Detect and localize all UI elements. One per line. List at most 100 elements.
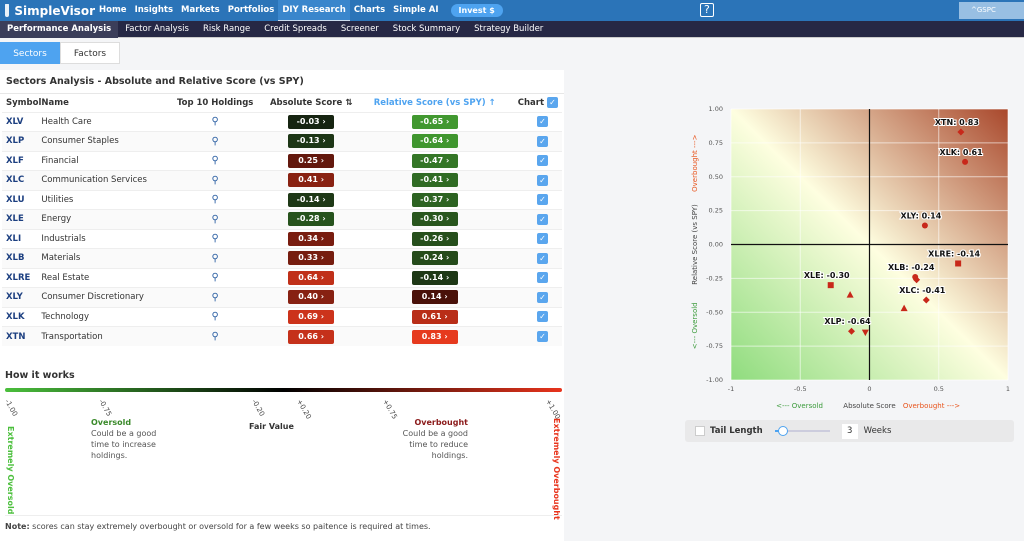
chart-checkbox[interactable]: ✓ — [537, 331, 548, 342]
col-chart[interactable]: Chart ✓ — [508, 94, 562, 112]
chart-checkbox[interactable]: ✓ — [537, 311, 548, 323]
absolute-score-badge[interactable]: 0.66 › — [288, 329, 335, 344]
symbol-link[interactable]: XLU — [2, 189, 42, 210]
logo[interactable]: SimpleVisor — [0, 4, 95, 18]
symbol-link[interactable]: XLV — [2, 111, 42, 132]
absolute-score-badge[interactable]: 0.69 › — [288, 309, 335, 324]
subnav-stock-summary[interactable]: Stock Summary — [392, 23, 461, 34]
holdings-hierarchy-icon[interactable]: ⚲ — [168, 267, 262, 288]
holdings-hierarchy-icon[interactable]: ⚲ — [168, 131, 262, 151]
relative-score-badge[interactable]: -0.26 › — [411, 231, 458, 246]
weeks-label: Weeks — [863, 426, 892, 436]
symbol-link[interactable]: XLE — [2, 209, 42, 229]
col-symbol[interactable]: Symbol — [6, 97, 42, 108]
absolute-score-badge[interactable]: -0.03 › — [288, 114, 335, 129]
sort-icon[interactable]: ⇅ — [345, 97, 353, 108]
absolute-score-badge[interactable]: 0.64 › — [288, 270, 335, 285]
col-absolute-score[interactable]: Absolute Score ⇅ — [269, 97, 353, 108]
symbol-link[interactable]: XLF — [2, 150, 42, 171]
symbol-link[interactable]: XLK — [2, 306, 42, 327]
chart-checkbox[interactable]: ✓ — [537, 272, 548, 284]
absolute-score-badge[interactable]: 0.34 › — [288, 231, 335, 246]
y-axis-label: Relative Score (vs SPY) — [691, 204, 699, 285]
holdings-hierarchy-icon[interactable]: ⚲ — [168, 326, 262, 346]
absolute-score-badge[interactable]: -0.13 › — [288, 134, 335, 149]
nav-home[interactable]: Home — [99, 5, 127, 15]
relative-score-badge[interactable]: -0.65 › — [411, 114, 458, 129]
chevron-circle-icon: › — [445, 136, 450, 146]
chart-checkbox[interactable]: ✓ — [537, 116, 548, 128]
relative-score-badge[interactable]: 0.61 › — [411, 309, 458, 324]
relative-score-badge[interactable]: 0.83 › — [411, 329, 458, 344]
chevron-circle-icon: › — [320, 272, 325, 282]
relative-score-badge[interactable]: -0.24 › — [411, 251, 458, 266]
absolute-score-badge[interactable]: 0.33 › — [288, 251, 335, 266]
symbol-link[interactable]: XLY — [2, 287, 42, 307]
relative-score-badge[interactable]: -0.41 › — [411, 173, 458, 188]
chart-checkbox[interactable]: ✓ — [537, 155, 548, 167]
symbol-link[interactable]: XLRE — [2, 267, 42, 288]
symbol-link[interactable]: XLP — [2, 131, 42, 151]
y-tick-label: -0.75 — [706, 342, 723, 350]
subnav-performance-analysis[interactable]: Performance Analysis — [0, 20, 119, 38]
relative-score-badge[interactable]: -0.47 › — [411, 153, 458, 168]
relative-score-badge[interactable]: -0.30 › — [411, 212, 458, 227]
holdings-hierarchy-icon[interactable]: ⚲ — [168, 306, 262, 327]
slider-handle[interactable] — [777, 426, 788, 436]
table-row: XLF Financial ⚲ 0.25 › -0.47 › ✓ — [2, 150, 562, 171]
symbol-link[interactable]: XLI — [2, 228, 42, 249]
tab-factors[interactable]: Factors — [60, 42, 120, 64]
nav-charts[interactable]: Charts — [353, 5, 386, 15]
sector-name: Financial — [41, 150, 169, 171]
holdings-hierarchy-icon[interactable]: ⚲ — [168, 150, 262, 171]
holdings-hierarchy-icon[interactable]: ⚲ — [168, 287, 262, 307]
holdings-hierarchy-icon[interactable]: ⚲ — [168, 209, 262, 229]
subnav-factor-analysis[interactable]: Factor Analysis — [125, 23, 189, 34]
relative-score-badge[interactable]: -0.14 › — [411, 270, 458, 285]
symbol-link[interactable]: XTN — [2, 326, 42, 346]
relative-score-badge[interactable]: -0.64 › — [411, 134, 458, 149]
subnav-credit-spreads[interactable]: Credit Spreads — [264, 23, 327, 34]
y-tick-label: -0.25 — [706, 274, 723, 282]
chart-checkbox[interactable]: ✓ — [537, 233, 548, 245]
nav-diy-research[interactable]: DIY Research — [278, 0, 350, 21]
holdings-hierarchy-icon[interactable]: ⚲ — [168, 228, 262, 249]
tail-length-checkbox[interactable] — [695, 426, 705, 436]
relative-score-badge[interactable]: 0.14 › — [411, 290, 458, 305]
absolute-score-badge[interactable]: 0.25 › — [288, 153, 335, 168]
tab-sectors[interactable]: Sectors — [0, 42, 60, 64]
nav-insights[interactable]: Insights — [134, 5, 174, 15]
chart-checkbox[interactable]: ✓ — [537, 213, 548, 225]
absolute-score-badge[interactable]: 0.40 › — [288, 290, 335, 305]
chart-checkbox[interactable]: ✓ — [537, 135, 548, 147]
chart-checkbox[interactable]: ✓ — [537, 291, 548, 303]
subnav-screener[interactable]: Screener — [340, 23, 379, 34]
symbol-link[interactable]: XLC — [2, 170, 42, 190]
absolute-score-badge[interactable]: -0.28 › — [288, 212, 335, 227]
nav-markets[interactable]: Markets — [181, 5, 220, 15]
symbol-link[interactable]: XLB — [2, 248, 42, 268]
holdings-hierarchy-icon[interactable]: ⚲ — [168, 248, 262, 268]
tail-length-slider[interactable] — [774, 426, 830, 436]
video-help-icon[interactable]: ? — [700, 3, 714, 17]
col-name[interactable]: Name — [41, 97, 69, 108]
nav-simple-ai[interactable]: Simple AI — [393, 5, 439, 15]
chart-all-checkbox[interactable]: ✓ — [547, 97, 558, 109]
ticker-search-input[interactable]: ^GSPC — [959, 2, 1024, 19]
holdings-hierarchy-icon[interactable]: ⚲ — [168, 170, 262, 190]
invest-button[interactable]: Invest $ — [450, 4, 503, 17]
nav-portfolios[interactable]: Portfolios — [227, 5, 275, 15]
chart-checkbox[interactable]: ✓ — [537, 194, 548, 206]
weeks-input[interactable]: 3 — [841, 423, 858, 439]
holdings-hierarchy-icon[interactable]: ⚲ — [168, 189, 262, 210]
relative-score-badge[interactable]: -0.37 › — [411, 192, 458, 207]
absolute-score-badge[interactable]: 0.41 › — [288, 173, 335, 188]
holdings-hierarchy-icon[interactable]: ⚲ — [168, 111, 262, 132]
absolute-score-badge[interactable]: -0.14 › — [288, 192, 335, 207]
col-relative-score[interactable]: Relative Score (vs SPY) ↑ — [373, 97, 496, 108]
chart-checkbox[interactable]: ✓ — [537, 174, 548, 186]
chart-checkbox[interactable]: ✓ — [537, 252, 548, 264]
subnav-strategy-builder[interactable]: Strategy Builder — [474, 23, 544, 34]
sort-asc-icon[interactable]: ↑ — [488, 97, 496, 108]
subnav-risk-range[interactable]: Risk Range — [202, 23, 251, 34]
